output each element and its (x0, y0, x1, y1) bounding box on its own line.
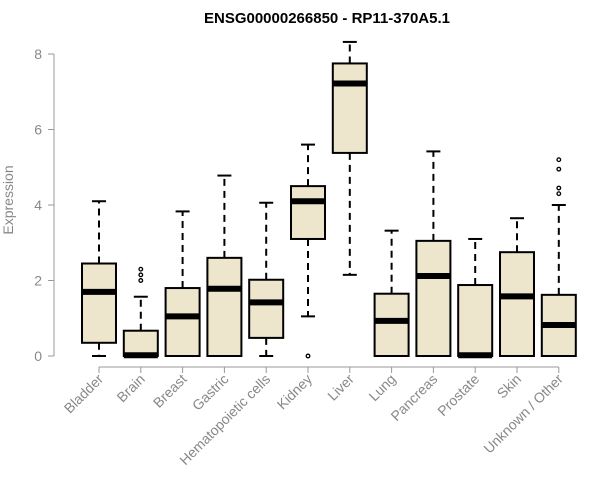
x-tick-label: Kidney (274, 371, 316, 413)
boxes (81, 40, 577, 359)
y-tick-label: 8 (34, 46, 42, 62)
x-tick-label: Prostate (434, 371, 482, 419)
outlier-point (556, 185, 562, 191)
iqr-box (122, 329, 159, 357)
x-tick-label: Skin (494, 371, 525, 402)
x-tick-label: Lung (365, 371, 398, 404)
outlier-point (138, 266, 144, 272)
y-tick-label: 4 (34, 197, 42, 213)
outlier-point (305, 353, 311, 359)
outlier-point (556, 157, 562, 163)
box-6 (331, 40, 368, 276)
box-4 (248, 201, 285, 357)
box-7 (373, 229, 410, 357)
outlier-point (138, 272, 144, 278)
x-tick-label: Breast (150, 371, 190, 411)
box-9 (457, 237, 494, 359)
box-11 (540, 157, 577, 357)
box-2 (164, 210, 201, 357)
box-1 (122, 266, 159, 359)
iqr-box (164, 287, 201, 357)
iqr-box (81, 262, 117, 344)
x-tick-label: Bladder (61, 371, 107, 417)
outlier-point (556, 166, 562, 172)
outlier-point (138, 278, 144, 283)
x-tick-label: Liver (324, 371, 357, 404)
box-5 (290, 143, 326, 359)
y-axis-label: Expression (0, 165, 16, 234)
iqr-box (457, 284, 494, 357)
y-tick-label: 0 (34, 348, 42, 364)
axes: 0 2 4 6 8 (34, 46, 560, 373)
x-tick-label: Unknown / Other (480, 371, 566, 457)
iqr-box (499, 251, 535, 357)
outlier-point (556, 191, 562, 197)
y-tick-label: 6 (34, 122, 42, 138)
box-10 (499, 217, 535, 357)
y-tick-label: 2 (34, 273, 42, 289)
iqr-box (248, 278, 285, 339)
x-tick-label: Brain (113, 371, 147, 405)
chart-title: ENSG00000266850 - RP11-370A5.1 (204, 10, 450, 27)
iqr-box (415, 239, 452, 357)
box-8 (415, 150, 452, 357)
iqr-box (206, 256, 243, 358)
iqr-box (331, 62, 368, 154)
iqr-box (373, 292, 410, 357)
iqr-box (290, 185, 326, 240)
box-3 (206, 174, 243, 358)
box-0 (81, 200, 117, 357)
